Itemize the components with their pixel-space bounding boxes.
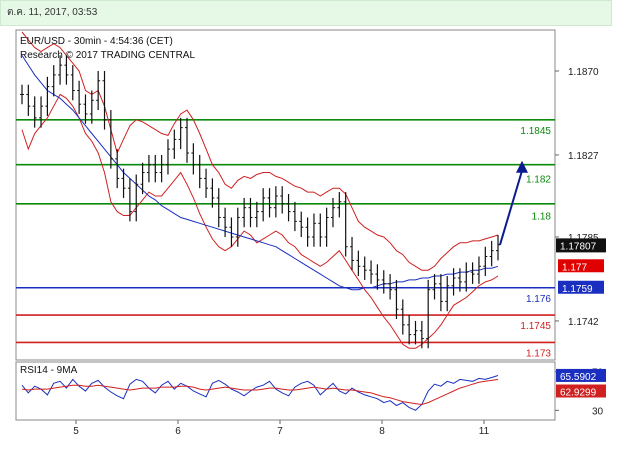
x-tick-label: 11 [479, 426, 490, 437]
level-label-3: 1.177 [562, 262, 587, 273]
rsi-ma-value-label: 62.9299 [560, 388, 597, 399]
y-tick-label: 1.1742 [568, 317, 599, 328]
x-tick-label: 6 [175, 426, 181, 437]
forecast-arrow-line [499, 170, 523, 246]
rsi-value-label: 65.5902 [560, 372, 597, 383]
level-label-box-3 [558, 259, 604, 273]
forecast-arrow-head [516, 160, 528, 173]
moving-average-line [21, 55, 499, 291]
rsi-value-box [556, 368, 606, 382]
last-price-label: 1.17807 [560, 241, 597, 252]
y-tick-label: 1.1870 [568, 67, 599, 78]
level-label-7: 1.173 [526, 348, 551, 359]
bollinger-upper-line [21, 31, 499, 271]
rsi-plot-frame [15, 361, 556, 421]
rsi-line [21, 375, 499, 411]
level-label-5: 1.1759 [562, 284, 593, 295]
chart-title: EUR/USD - 30min - 4:54:36 (CET) [20, 36, 173, 47]
level-label-1: 1.182 [526, 175, 551, 186]
x-tick-label: 7 [277, 426, 283, 437]
rsi-ma-line [21, 378, 499, 406]
rsi-title: RSI14 - 9MA [20, 365, 78, 376]
y-tick-label: 1.1827 [568, 151, 599, 162]
chart-subtitle: Research © 2017 TRADING CENTRAL [20, 50, 195, 61]
price-bars [20, 55, 500, 349]
x-tick-label: 8 [379, 426, 385, 437]
rsi-y-tick-label: 30 [592, 406, 604, 417]
bollinger-lower-line [21, 93, 499, 349]
main-plot-frame [15, 29, 556, 361]
timestamp-text: ต.ค. 11, 2017, 03:53 [7, 7, 98, 18]
level-label-box-5 [558, 280, 604, 294]
level-label-0: 1.1845 [520, 126, 551, 137]
rsi-ma-value-box [556, 384, 606, 398]
level-label-4: 1.176 [526, 294, 551, 305]
x-tick-label: 5 [73, 426, 79, 437]
last-price-box [556, 238, 606, 253]
level-label-6: 1.1745 [520, 321, 551, 332]
level-label-2: 1.18 [532, 212, 552, 223]
timestamp-bar: ต.ค. 11, 2017, 03:53 [0, 0, 612, 26]
